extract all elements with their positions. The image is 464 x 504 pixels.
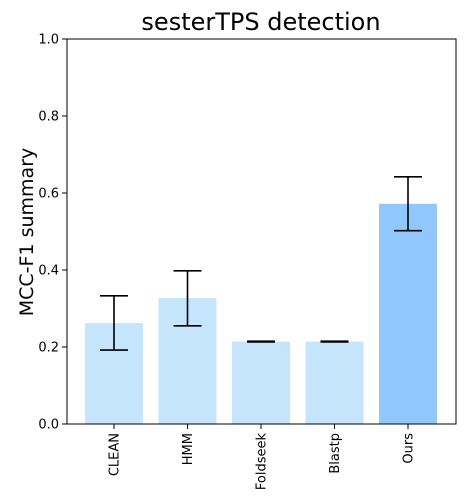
y-ticks-group: 0.0 0.2 0.4 0.6 0.8 1.0: [38, 33, 67, 433]
bars-group: [85, 203, 437, 424]
y-axis-label: MCC-F1 summary: [16, 148, 38, 317]
y-tick-label: 0.4: [38, 264, 59, 279]
bar-foldseek: [232, 341, 290, 424]
plot-frame: [66, 38, 457, 425]
bar-ours: [379, 203, 437, 424]
y-tick-label: 0.6: [38, 187, 59, 202]
y-tick-label: 0.0: [38, 418, 59, 433]
y-tick-label: 1.0: [38, 33, 59, 48]
chart-title: sesterTPS detection: [141, 8, 380, 36]
y-tick-label: 0.8: [38, 110, 59, 125]
y-tick-label: 0.2: [38, 341, 59, 356]
bar-blastp: [305, 341, 364, 424]
error-bars-group: [100, 176, 422, 351]
x-tick-label: CLEAN: [108, 433, 123, 476]
x-tick-label: Blastp: [328, 433, 343, 474]
x-tick-label: HMM: [181, 433, 196, 465]
x-tick-label: Foldseek: [255, 433, 270, 491]
x-tick-label: Ours: [402, 433, 417, 464]
x-ticks-group: CLEAN HMM Foldseek Blastp Ours: [108, 424, 417, 490]
